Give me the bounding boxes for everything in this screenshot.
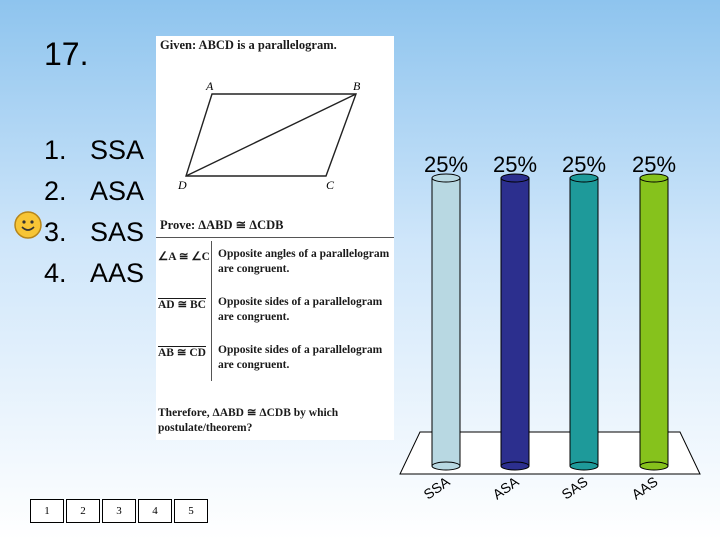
data-label: 25% (424, 152, 468, 177)
bar-body (639, 177, 669, 467)
vertex-d-label: D (177, 178, 187, 192)
slide-navigation: 1 2 3 4 5 (30, 499, 210, 523)
nav-button-1[interactable]: 1 (30, 499, 64, 523)
data-label: 25% (562, 152, 606, 177)
nav-button-4[interactable]: 4 (138, 499, 172, 523)
category-label: SSA (421, 473, 454, 503)
choice-label: ASA (90, 176, 145, 206)
question-number: 17. (44, 36, 89, 72)
choice-label: SSA (90, 135, 145, 165)
choice-number: 4. (44, 258, 67, 288)
choice-3[interactable]: 3. SAS (44, 212, 144, 253)
smiley-icon (14, 211, 42, 239)
choice-1[interactable]: 1. SSA (44, 130, 144, 171)
statement-3: AB ≅ CD (158, 347, 206, 359)
bar-body (569, 177, 599, 467)
choice-4[interactable]: 4. AAS (44, 253, 144, 294)
vertex-b-label: B (353, 79, 361, 93)
data-label: 25% (632, 152, 676, 177)
reason-3: Opposite sides of a parallelogram are co… (218, 344, 383, 371)
choice-number: 1. (44, 135, 67, 165)
table-divider (156, 237, 394, 238)
reason-2: Opposite sides of a parallelogram are co… (218, 296, 383, 323)
data-label: 25% (493, 152, 537, 177)
prove-statement: Prove: ΔABD ≅ ΔCDB (160, 218, 284, 232)
statement-1: ∠A ≅ ∠C (158, 251, 210, 263)
nav-button-3[interactable]: 3 (102, 499, 136, 523)
statement-2: AD ≅ BC (158, 299, 206, 311)
category-label: SAS (559, 473, 591, 502)
category-label: ASA (490, 473, 523, 503)
bar-sas (569, 173, 599, 471)
choice-number: 3. (44, 217, 67, 247)
nav-button-5[interactable]: 5 (174, 499, 208, 523)
answer-choices: 1. SSA 2. ASA 3. SAS 4. AAS (44, 130, 144, 294)
proof-figure: Given: ABCD is a parallelogram. A B C D … (156, 36, 394, 440)
question-prompt: Therefore, ΔABD ≅ ΔCDB by which postulat… (158, 407, 339, 434)
bar-asa (500, 173, 530, 471)
choice-number: 2. (44, 176, 67, 206)
choice-label: SAS (90, 217, 145, 247)
vertex-a-label: A (205, 79, 214, 93)
column-divider (211, 241, 212, 381)
choice-label: AAS (90, 258, 145, 288)
vertex-c-label: C (326, 178, 335, 192)
choice-2[interactable]: 2. ASA (44, 171, 144, 212)
parallelogram-diagram: A B C D (177, 79, 361, 192)
given-statement: Given: ABCD is a parallelogram. (160, 38, 337, 52)
reason-1: Opposite angles of a parallelogram are c… (218, 248, 390, 275)
nav-button-2[interactable]: 2 (66, 499, 100, 523)
category-label: AAS (629, 473, 661, 502)
bar-ssa (431, 173, 461, 471)
bar-aas (639, 173, 669, 471)
bar-body (431, 177, 461, 467)
bar-body (500, 177, 530, 467)
